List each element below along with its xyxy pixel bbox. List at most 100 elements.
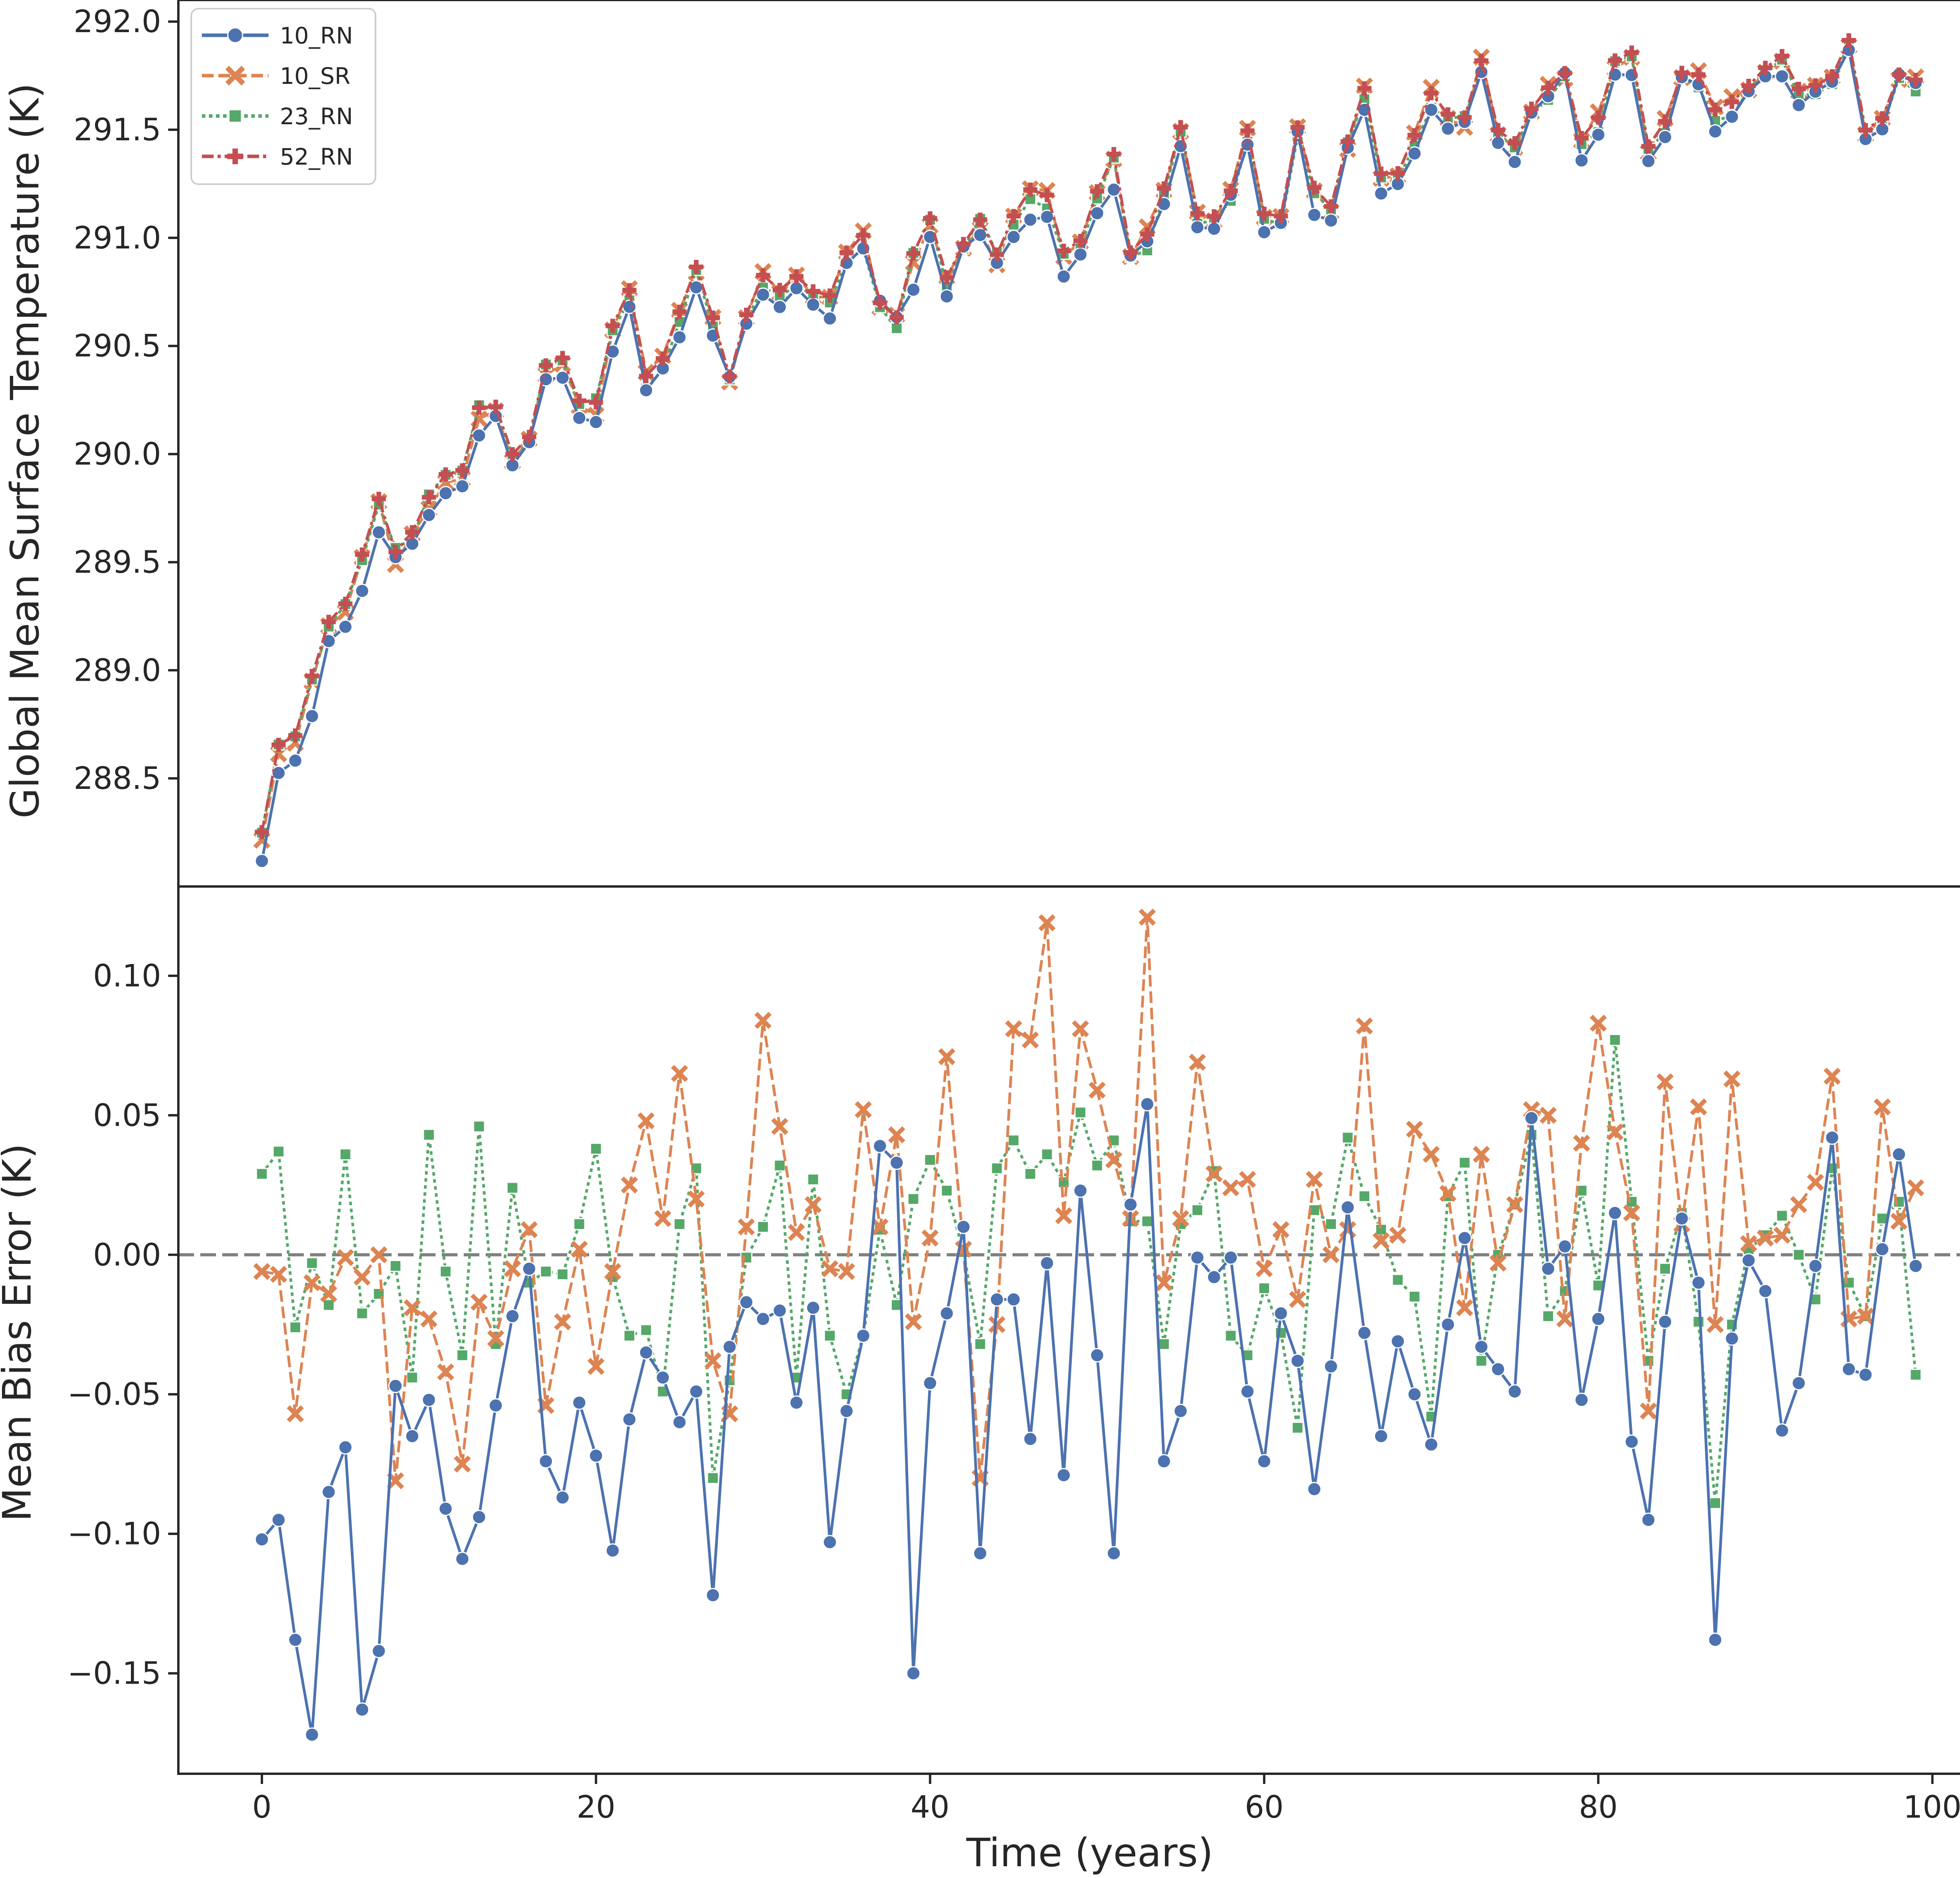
- data-point-10-rn-23: [639, 383, 653, 398]
- data-point-52-rn-31: [773, 283, 787, 297]
- x-tick-label: 0: [252, 1790, 272, 1825]
- data-point-10-rn-45: [1006, 230, 1021, 245]
- data-point-10-rn-17: [539, 1454, 554, 1469]
- data-point-10-rn-93: [1808, 1258, 1823, 1273]
- top-y-axis-label: Global Mean Surface Temperature (K): [2, 83, 48, 819]
- data-point-10-sr-47: [1038, 914, 1056, 932]
- data-point-52-rn-91: [1775, 49, 1789, 63]
- data-point-52-rn-32: [789, 269, 804, 284]
- data-point-10-rn-46: [1023, 212, 1038, 227]
- data-point-23-rn-25: [673, 1218, 686, 1230]
- x-tick-label: 40: [911, 1790, 949, 1825]
- data-point-10-sr-84: [1656, 1073, 1674, 1091]
- data-point-10-sr-4: [320, 1285, 338, 1303]
- data-point-10-sr-61: [1272, 1221, 1290, 1238]
- data-point-10-sr-51: [1105, 1151, 1123, 1169]
- data-point-23-rn-69: [1408, 1291, 1421, 1303]
- data-point-10-rn-67: [1374, 1429, 1388, 1444]
- data-point-10-rn-48: [1056, 269, 1071, 284]
- data-point-52-rn-33: [806, 284, 820, 299]
- data-point-23-rn-13: [473, 1120, 485, 1133]
- data-point-52-rn-97: [1875, 111, 1889, 125]
- legend-marker-23-rn: [228, 109, 242, 123]
- data-point-52-rn-48: [1056, 243, 1071, 258]
- legend-entry-23-rn: 23_RN: [202, 103, 353, 130]
- data-point-10-sr-92: [1790, 1196, 1808, 1213]
- data-point-10-rn-98: [1891, 1147, 1906, 1162]
- data-point-10-rn-0: [254, 854, 269, 868]
- data-point-23-rn-99: [1909, 1369, 1922, 1381]
- data-point-10-rn-32: [789, 1395, 804, 1410]
- data-point-10-rn-39: [906, 282, 921, 297]
- data-point-10-sr-6: [353, 1268, 371, 1286]
- data-point-23-rn-39: [907, 1193, 920, 1205]
- data-point-10-rn-13: [472, 428, 486, 443]
- bottom-panel: −0.15 −0.10 −0.05 0.00 0.05 0.10 0 20 40 60 80 100…: [0, 885, 1960, 1876]
- data-point-10-rn-64: [1323, 1359, 1338, 1374]
- data-point-23-rn-8: [389, 1260, 402, 1272]
- data-point-52-rn-96: [1858, 123, 1873, 138]
- data-point-52-rn-39: [906, 246, 921, 261]
- data-point-23-rn-1: [272, 1145, 285, 1158]
- data-point-23-rn-45: [1007, 1134, 1020, 1147]
- bottom-y-tick-label: −0.10: [67, 1517, 161, 1552]
- data-point-10-rn-70: [1424, 102, 1439, 117]
- data-point-23-rn-6: [356, 1307, 368, 1320]
- data-point-10-rn-32: [789, 281, 804, 295]
- data-point-10-sr-40: [921, 1229, 939, 1247]
- data-point-52-rn-12: [455, 463, 470, 478]
- data-point-23-rn-2: [289, 1321, 301, 1334]
- data-point-10-sr-82: [1623, 1204, 1641, 1222]
- data-point-23-rn-20: [590, 1142, 602, 1155]
- data-point-10-sr-21: [604, 1263, 621, 1280]
- data-point-10-sr-64: [1322, 1246, 1340, 1263]
- data-point-10-rn-55: [1173, 1403, 1188, 1418]
- series-line-52-rn: [260, 39, 1916, 832]
- data-point-10-sr-46: [1022, 1031, 1039, 1049]
- data-point-23-rn-9: [406, 1371, 419, 1384]
- top-y-tick-label: 291.5: [74, 112, 161, 148]
- data-point-52-rn-62: [1290, 120, 1305, 134]
- data-point-10-rn-73: [1474, 1340, 1489, 1354]
- data-point-10-rn-47: [1040, 209, 1054, 224]
- data-point-10-sr-25: [671, 1065, 688, 1082]
- data-point-10-rn-10: [421, 508, 436, 522]
- data-point-10-sr-19: [570, 1240, 588, 1258]
- x-axis-label: Time (years): [966, 1830, 1213, 1876]
- data-point-10-rn-65: [1340, 1200, 1355, 1215]
- data-point-10-sr-34: [821, 1260, 838, 1278]
- data-point-10-rn-33: [806, 297, 820, 312]
- data-point-23-rn-86: [1692, 1316, 1705, 1328]
- data-point-10-rn-94: [1825, 1130, 1840, 1145]
- data-point-10-rn-7: [371, 1644, 386, 1659]
- data-point-10-sr-16: [521, 1221, 538, 1238]
- data-point-10-sr-11: [437, 1363, 454, 1381]
- bottom-y-tick-label: −0.15: [67, 1656, 161, 1691]
- data-point-10-rn-34: [822, 1535, 837, 1550]
- data-point-10-rn-69: [1407, 146, 1422, 161]
- data-point-10-rn-42: [956, 1220, 971, 1234]
- data-point-52-rn-88: [1725, 94, 1739, 109]
- legend-entry-10-rn: 10_RN: [202, 22, 353, 49]
- data-point-10-sr-99: [1907, 1179, 1924, 1196]
- data-point-23-rn-82: [1625, 1196, 1638, 1208]
- data-point-10-rn-91: [1775, 69, 1789, 84]
- data-point-10-sr-3: [303, 1274, 321, 1291]
- data-point-52-rn-14: [488, 399, 503, 414]
- data-point-52-rn-81: [1608, 53, 1622, 68]
- data-point-52-rn-83: [1641, 139, 1656, 154]
- data-point-10-sr-2: [287, 1405, 304, 1423]
- data-point-10-rn-56: [1190, 1250, 1205, 1265]
- data-point-10-rn-39: [906, 1666, 921, 1681]
- data-point-10-sr-66: [1356, 1017, 1373, 1035]
- data-point-23-rn-91: [1776, 1209, 1788, 1222]
- series-line-23-rn: [261, 1039, 1917, 1505]
- data-point-10-rn-80: [1591, 1312, 1606, 1327]
- data-point-10-rn-84: [1658, 1314, 1673, 1329]
- data-point-52-rn-73: [1474, 54, 1488, 68]
- data-point-52-rn-99: [1908, 73, 1923, 87]
- data-point-10-rn-60: [1257, 225, 1272, 240]
- data-point-10-sr-38: [888, 1126, 906, 1144]
